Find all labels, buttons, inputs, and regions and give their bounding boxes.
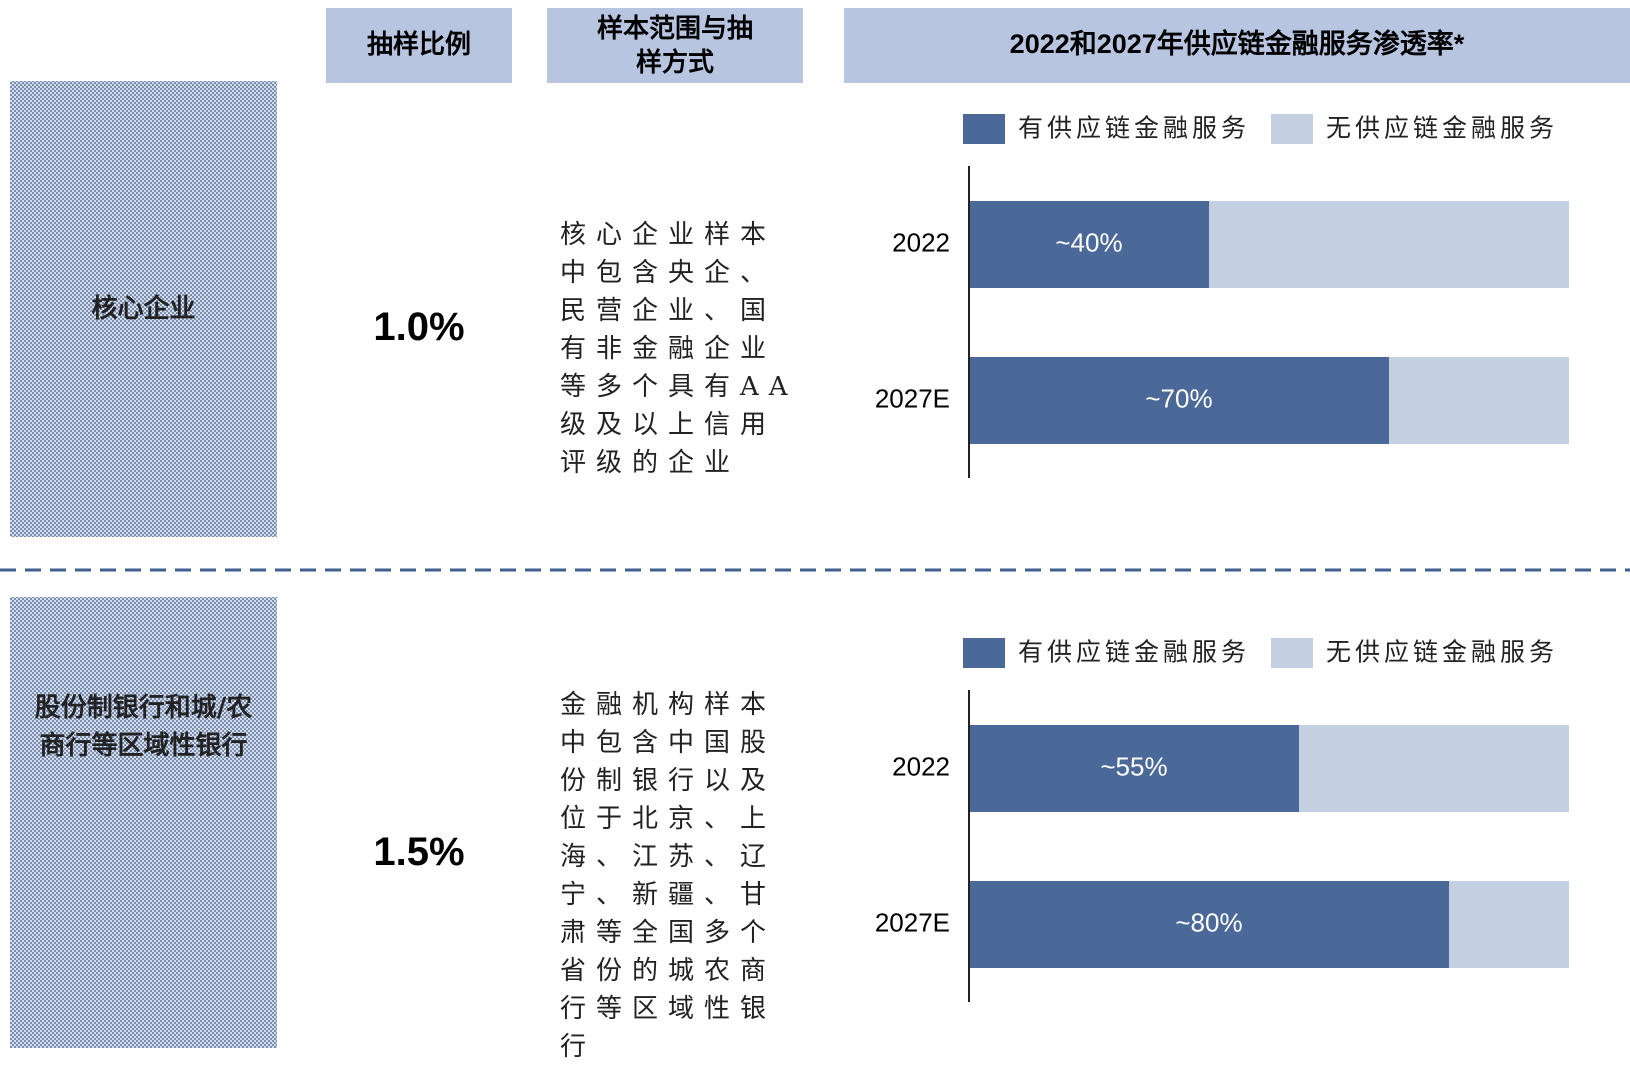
bar-segment bbox=[1389, 357, 1569, 444]
bar-segment bbox=[969, 201, 1209, 288]
y-tick-label: 2027E bbox=[875, 907, 950, 937]
segment-box bbox=[10, 597, 277, 1048]
bar-segment bbox=[1449, 881, 1569, 968]
segment-box bbox=[10, 81, 277, 537]
segment-label: 核心企业 bbox=[91, 294, 196, 324]
ratio: 1.0% bbox=[373, 305, 465, 349]
header-box bbox=[844, 8, 1630, 83]
y-tick-label: 2027E bbox=[875, 383, 950, 413]
legend-swatch bbox=[1271, 114, 1313, 144]
y-tick-label: 2022 bbox=[892, 751, 950, 781]
chart-title: 2022和2027年供应链金融服务渗透率* bbox=[1010, 28, 1465, 59]
header-text: 抽样比例 bbox=[367, 29, 471, 60]
header-box bbox=[547, 8, 803, 83]
y-tick-label: 2022 bbox=[892, 227, 950, 257]
legend-swatch bbox=[963, 638, 1005, 668]
header-text: 样本范围与抽样方式 bbox=[596, 13, 753, 78]
bar-segment bbox=[1209, 201, 1569, 288]
header-box bbox=[326, 8, 512, 83]
description: 核心企业样本中包含央企、民营企业、国有非金融企业等多个具有AA级及以上信用评级的… bbox=[560, 220, 798, 478]
legend-label: 无供应链金融服务 bbox=[1326, 114, 1558, 143]
data-label: ~80% bbox=[1175, 907, 1242, 937]
bar-segment bbox=[969, 357, 1389, 444]
legend-label: 有供应链金融服务 bbox=[1018, 638, 1250, 667]
bar-segment bbox=[969, 881, 1449, 968]
description: 金融机构样本中包含中国股份制银行以及位于北京、上海、江苏、辽宁、新疆、甘肃等全国… bbox=[560, 690, 777, 1062]
data-label: ~70% bbox=[1145, 383, 1212, 413]
legend-swatch bbox=[963, 114, 1005, 144]
legend-label: 无供应链金融服务 bbox=[1326, 638, 1558, 667]
bar-segment bbox=[969, 725, 1299, 812]
data-label: ~40% bbox=[1055, 227, 1122, 257]
ratio: 1.5% bbox=[373, 830, 465, 874]
segment-label: 股份制银行和城/农商行等区域性银行 bbox=[34, 693, 253, 761]
legend-label: 有供应链金融服务 bbox=[1018, 114, 1250, 143]
data-label: ~55% bbox=[1100, 751, 1167, 781]
legend-swatch bbox=[1271, 638, 1313, 668]
bar-segment bbox=[1299, 725, 1569, 812]
